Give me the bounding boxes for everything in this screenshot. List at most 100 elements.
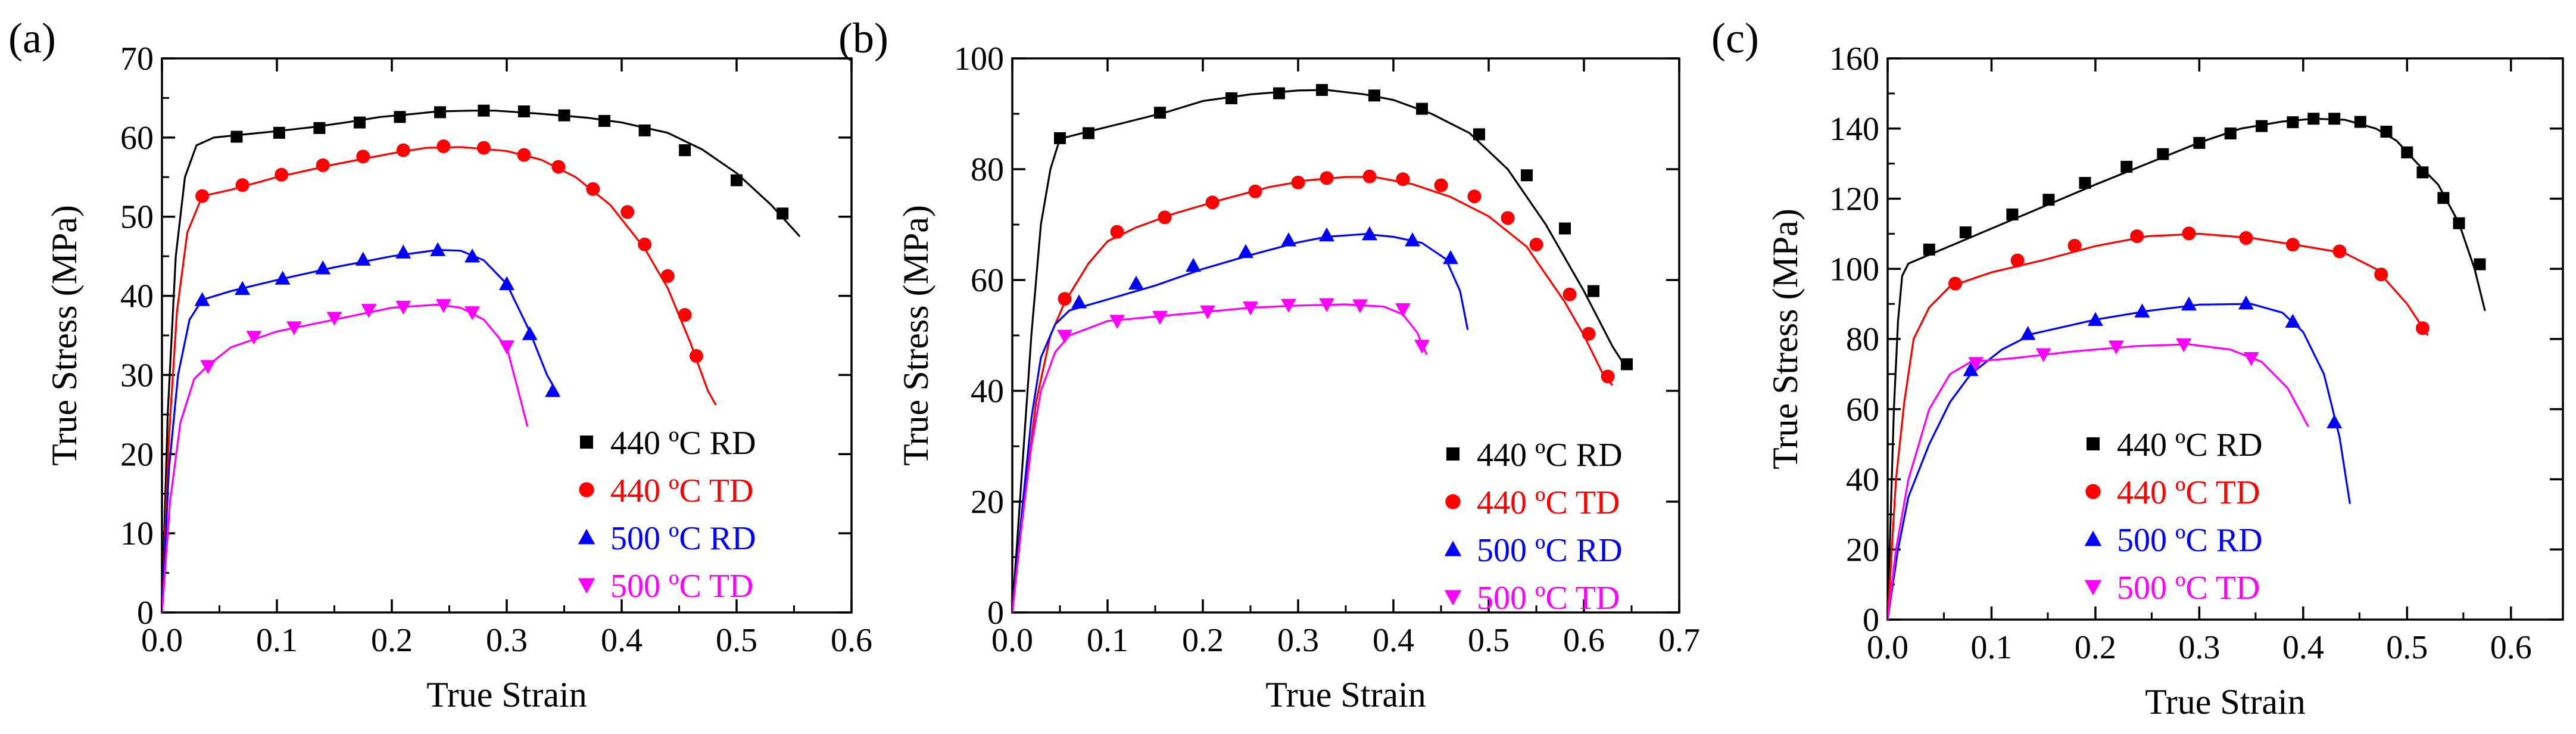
legend-marker-4 <box>578 578 595 594</box>
data-point <box>246 331 262 345</box>
data-point <box>1320 171 1334 185</box>
data-point <box>1414 340 1430 354</box>
data-point <box>638 124 651 136</box>
series-line-2 <box>1888 232 2429 620</box>
data-point <box>1071 294 1087 309</box>
legend-label-1: 440 ºC RD <box>1477 437 1623 474</box>
x-tick-label: 0.4 <box>2282 629 2324 666</box>
x-tick-label: 0.5 <box>2386 629 2428 666</box>
y-tick-label: 160 <box>1829 41 1879 77</box>
data-point <box>394 111 406 123</box>
data-point <box>395 300 411 315</box>
data-point <box>434 106 447 119</box>
data-point <box>1128 275 1144 290</box>
data-point <box>2332 244 2347 259</box>
data-point <box>1158 210 1172 225</box>
data-point <box>2157 148 2169 160</box>
data-point <box>1248 184 1262 198</box>
y-tick-label: 70 <box>120 41 154 77</box>
data-point <box>2474 258 2486 270</box>
data-point <box>200 360 216 374</box>
y-tick-label: 0 <box>987 595 1004 632</box>
data-point <box>1238 244 1253 258</box>
data-point <box>1243 301 1258 316</box>
legend-marker-1 <box>580 436 593 449</box>
legend: 440 ºC RD 440 ºC TD 500 ºC RD 500 ºC TD <box>1444 437 1623 617</box>
x-tick-label: 0.5 <box>716 622 757 659</box>
y-axis-label: True Stress (MPa) <box>896 205 935 466</box>
data-point <box>2176 338 2192 353</box>
data-point <box>1291 175 1305 189</box>
data-point <box>286 321 302 335</box>
data-point <box>2224 127 2237 139</box>
legend-label-2: 440 ºC TD <box>1477 484 1620 521</box>
legend-label-1: 440 ºC RD <box>2117 427 2263 464</box>
legend: 440 ºC RD 440 ºC TD 500 ºC RD 500 ºC TD <box>578 425 756 605</box>
y-tick-label: 0 <box>137 595 154 632</box>
data-point <box>273 126 285 139</box>
data-point <box>1588 285 1599 297</box>
y-tick-label: 0 <box>1863 602 1879 639</box>
x-tick-label: 0.2 <box>1182 622 1224 659</box>
x-tick-label: 0.3 <box>2178 629 2220 666</box>
x-tick-label: 0.6 <box>2490 629 2532 666</box>
data-point <box>2287 116 2299 129</box>
data-point <box>586 182 600 196</box>
legend-label-3: 500 ºC RD <box>1477 532 1623 569</box>
data-point <box>776 207 789 220</box>
legend: 440 ºC RD 440 ºC TD 500 ºC RD 500 ºC TD <box>2084 427 2263 607</box>
data-point <box>2035 348 2051 362</box>
data-point <box>558 109 570 122</box>
data-point <box>2130 229 2144 243</box>
data-point <box>1319 298 1334 312</box>
data-point <box>2415 321 2430 335</box>
data-point <box>2238 295 2254 310</box>
data-point <box>2010 253 2025 268</box>
data-point <box>1443 250 1458 265</box>
series-line-4 <box>1012 303 1428 612</box>
data-point <box>395 244 411 259</box>
legend-label-2: 440 ºC TD <box>610 472 753 509</box>
data-point <box>436 139 451 153</box>
legend-marker-2 <box>2085 484 2101 499</box>
y-tick-label: 60 <box>1846 391 1879 428</box>
data-point <box>598 114 611 127</box>
data-point <box>2108 340 2124 354</box>
data-point <box>195 189 210 203</box>
data-point <box>1186 257 1201 272</box>
data-point <box>2328 113 2341 125</box>
data-point <box>1281 298 1296 313</box>
y-tick-label: 120 <box>1829 181 1879 218</box>
data-point <box>1948 276 1962 291</box>
x-tick-label: 0.6 <box>1563 622 1605 659</box>
data-layer <box>1012 84 1633 612</box>
data-point <box>235 281 251 296</box>
data-point <box>1529 237 1543 251</box>
data-point <box>478 104 490 117</box>
data-layer <box>162 104 801 612</box>
legend-marker-2 <box>1445 494 1461 509</box>
data-point <box>1963 362 1979 377</box>
x-tick-label: 0.4 <box>601 622 643 659</box>
data-point <box>1152 310 1168 325</box>
data-point <box>2134 303 2150 318</box>
data-point <box>2416 166 2429 179</box>
data-point <box>313 122 326 134</box>
legend-label-4: 500 ºC TD <box>610 568 753 605</box>
data-point <box>1434 178 1448 192</box>
data-point <box>678 307 692 322</box>
data-point <box>1225 92 1237 104</box>
y-tick-label: 80 <box>1846 321 1879 358</box>
data-point <box>1923 243 1935 256</box>
data-point <box>1352 299 1368 313</box>
y-tick-label: 20 <box>971 484 1004 521</box>
data-point <box>2020 326 2036 340</box>
data-point <box>1362 226 1377 241</box>
data-point <box>517 105 530 118</box>
data-point <box>1200 305 1215 320</box>
data-point <box>1154 107 1166 119</box>
data-point <box>1416 102 1428 115</box>
y-tick-label: 60 <box>120 120 154 157</box>
data-point <box>355 251 371 266</box>
